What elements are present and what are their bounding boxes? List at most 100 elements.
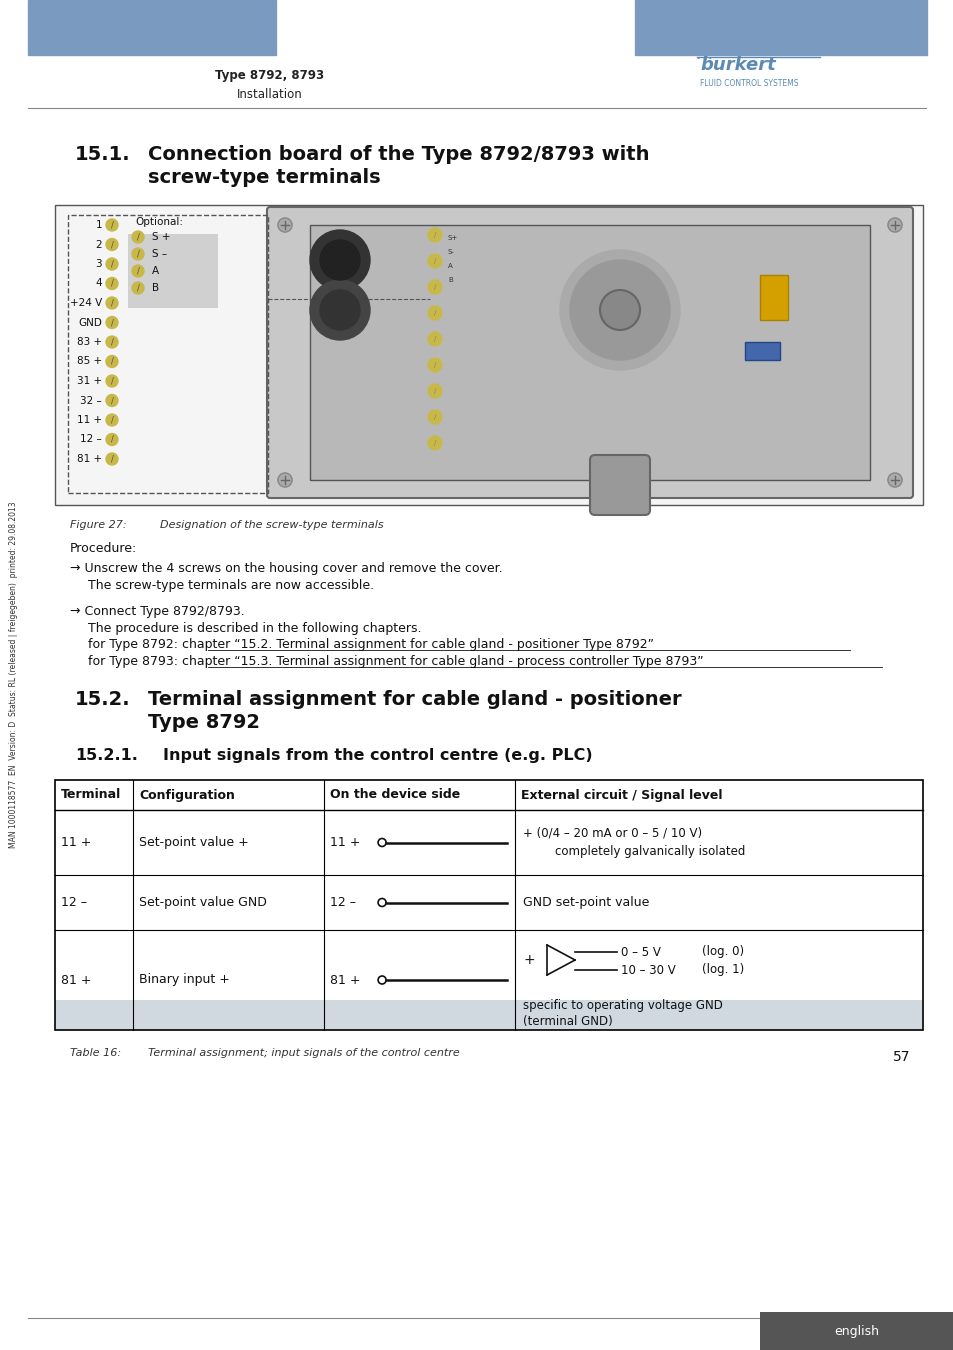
Text: GND: GND <box>78 317 102 328</box>
Text: 12 –: 12 – <box>330 896 355 909</box>
Bar <box>55 780 923 1030</box>
Circle shape <box>428 436 441 450</box>
Bar <box>55 205 923 505</box>
Text: /: / <box>111 377 113 386</box>
Circle shape <box>132 265 144 277</box>
Text: 81 +: 81 + <box>330 973 360 987</box>
Text: Set-point value GND: Set-point value GND <box>139 896 267 909</box>
Text: → Connect Type 8792/8793.: → Connect Type 8792/8793. <box>70 605 245 618</box>
Bar <box>68 215 268 493</box>
Text: 3: 3 <box>95 259 102 269</box>
Circle shape <box>428 410 441 424</box>
Text: (terminal GND): (terminal GND) <box>522 1015 612 1029</box>
Text: (log. 0): (log. 0) <box>701 945 743 958</box>
Text: /: / <box>111 220 113 230</box>
Circle shape <box>132 282 144 294</box>
Bar <box>28 0 275 55</box>
Text: (log. 1): (log. 1) <box>701 964 743 976</box>
Text: /: / <box>434 310 436 316</box>
Text: 11 +: 11 + <box>330 836 360 849</box>
Circle shape <box>277 217 292 232</box>
Text: /: / <box>111 396 113 405</box>
Text: /: / <box>111 279 113 288</box>
Text: +: + <box>522 953 534 967</box>
Text: 15.2.1.: 15.2.1. <box>75 748 138 763</box>
Text: 15.1.: 15.1. <box>75 144 131 163</box>
Circle shape <box>132 248 144 261</box>
Text: /: / <box>111 416 113 424</box>
Text: Set-point value +: Set-point value + <box>139 836 249 849</box>
Text: Table 16:: Table 16: <box>70 1048 121 1058</box>
Text: 57: 57 <box>892 1050 909 1064</box>
Text: GND set-point value: GND set-point value <box>522 896 649 909</box>
Circle shape <box>106 316 118 328</box>
Text: S –: S – <box>152 248 167 259</box>
Text: /: / <box>111 240 113 248</box>
Text: for Type 8793: chapter “15.3. Terminal assignment for cable gland - process cont: for Type 8793: chapter “15.3. Terminal a… <box>88 655 703 668</box>
Text: +24 V: +24 V <box>70 298 102 308</box>
Circle shape <box>106 258 118 270</box>
FancyBboxPatch shape <box>267 207 912 498</box>
Circle shape <box>132 231 144 243</box>
Text: /: / <box>434 284 436 290</box>
Circle shape <box>106 433 118 446</box>
Text: Input signals from the control centre (e.g. PLC): Input signals from the control centre (e… <box>163 748 592 763</box>
Bar <box>128 234 218 308</box>
Text: /: / <box>434 258 436 265</box>
Bar <box>55 1000 923 1030</box>
Circle shape <box>559 250 679 370</box>
Text: A: A <box>152 266 159 275</box>
Circle shape <box>428 228 441 242</box>
Text: /: / <box>136 266 139 275</box>
Bar <box>310 225 869 481</box>
Text: /: / <box>111 259 113 269</box>
Circle shape <box>310 279 370 340</box>
Text: 11 +: 11 + <box>61 836 91 849</box>
Text: english: english <box>834 1326 879 1338</box>
Circle shape <box>106 394 118 406</box>
Text: 81 +: 81 + <box>61 973 91 987</box>
Text: /: / <box>111 338 113 347</box>
Text: The procedure is described in the following chapters.: The procedure is described in the follow… <box>88 622 421 634</box>
Text: S-: S- <box>448 248 455 255</box>
Text: • • •: • • • <box>697 55 712 61</box>
Text: Connection board of the Type 8792/8793 with: Connection board of the Type 8792/8793 w… <box>148 144 649 163</box>
Bar <box>760 275 787 320</box>
Text: Type 8792, 8793: Type 8792, 8793 <box>215 69 324 81</box>
Circle shape <box>887 217 901 232</box>
Text: 81 +: 81 + <box>77 454 102 464</box>
Circle shape <box>428 332 441 346</box>
Text: burkert: burkert <box>700 55 775 74</box>
Text: /: / <box>434 362 436 369</box>
Text: Binary input +: Binary input + <box>139 973 230 987</box>
Text: /: / <box>111 356 113 366</box>
Text: 31 +: 31 + <box>77 377 102 386</box>
Circle shape <box>319 290 359 329</box>
Text: Terminal assignment; input signals of the control centre: Terminal assignment; input signals of th… <box>148 1048 459 1058</box>
Text: 15.2.: 15.2. <box>75 690 131 709</box>
Text: Terminal: Terminal <box>61 788 121 802</box>
Text: specific to operating voltage GND: specific to operating voltage GND <box>522 999 722 1012</box>
Text: The screw-type terminals are now accessible.: The screw-type terminals are now accessi… <box>88 579 374 593</box>
Circle shape <box>106 355 118 367</box>
FancyBboxPatch shape <box>589 455 649 514</box>
Text: /: / <box>136 284 139 293</box>
Circle shape <box>428 279 441 294</box>
Text: 11 +: 11 + <box>77 414 102 425</box>
Text: completely galvanically isolated: completely galvanically isolated <box>555 845 744 859</box>
Text: S +: S + <box>152 232 171 242</box>
Circle shape <box>106 336 118 348</box>
Circle shape <box>106 297 118 309</box>
Text: Installation: Installation <box>237 89 302 101</box>
Text: 2: 2 <box>95 239 102 250</box>
Text: 32 –: 32 – <box>80 396 102 405</box>
Text: 83 +: 83 + <box>77 338 102 347</box>
Text: 1: 1 <box>95 220 102 230</box>
Circle shape <box>106 239 118 251</box>
Circle shape <box>106 219 118 231</box>
Circle shape <box>428 358 441 373</box>
Circle shape <box>106 375 118 387</box>
Text: /: / <box>434 440 436 446</box>
Text: Configuration: Configuration <box>139 788 234 802</box>
Circle shape <box>106 414 118 427</box>
